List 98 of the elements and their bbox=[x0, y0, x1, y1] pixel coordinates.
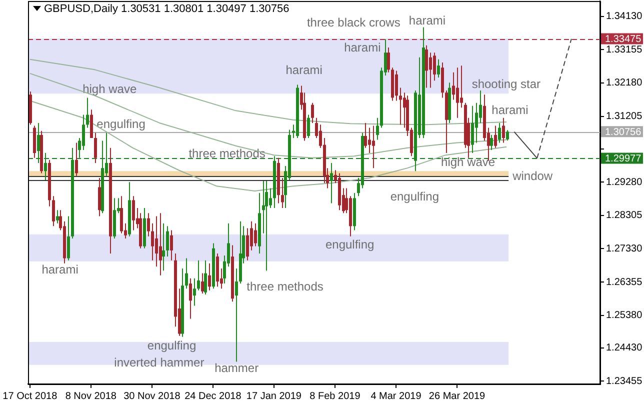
candlestick bbox=[197, 260, 200, 291]
candlestick bbox=[90, 109, 93, 139]
band-label: window bbox=[512, 169, 553, 184]
annotation: engulfing bbox=[96, 116, 146, 131]
y-tick-label: 1.23455 bbox=[606, 376, 643, 387]
annotation: high wave bbox=[82, 82, 137, 96]
x-tick-label: 8 Feb 2019 bbox=[310, 390, 361, 402]
candlestick bbox=[189, 278, 192, 320]
candlestick bbox=[52, 196, 55, 227]
candlestick bbox=[67, 216, 70, 261]
candlestick bbox=[246, 228, 249, 261]
candlestick bbox=[166, 226, 169, 258]
candlestick bbox=[254, 222, 257, 247]
y-tick-label: 1.25380 bbox=[606, 310, 643, 322]
candlestick bbox=[502, 117, 505, 144]
candlestick bbox=[162, 222, 165, 272]
candlestick bbox=[494, 125, 497, 148]
chart-title: GBPUSD,Daily 1.30531 1.30801 1.30497 1.30756 bbox=[44, 3, 290, 16]
candlestick bbox=[269, 188, 272, 209]
y-tick-label: 1.31205 bbox=[606, 111, 643, 122]
ref-line-label: 1.33475 bbox=[605, 34, 642, 46]
annotation: engulfing bbox=[325, 238, 374, 252]
candlestick bbox=[208, 262, 211, 291]
candlestick bbox=[498, 122, 501, 144]
y-tick-label: 1.32180 bbox=[606, 78, 643, 89]
candlestick bbox=[201, 272, 204, 294]
y-tick-label: 1.34130 bbox=[606, 11, 643, 22]
candlestick bbox=[456, 67, 459, 118]
candlestick bbox=[193, 278, 196, 306]
candlestick bbox=[437, 58, 440, 78]
candlestick bbox=[372, 125, 375, 169]
y-tick-label: 1.27330 bbox=[606, 243, 643, 254]
x-tick-label: 26 Mar 2019 bbox=[428, 390, 486, 402]
candlestick bbox=[460, 65, 463, 108]
candlestick bbox=[98, 177, 101, 217]
candlestick bbox=[170, 230, 173, 261]
ref-line-label: 1.29977 bbox=[605, 154, 642, 165]
annotation: shooting star bbox=[472, 76, 541, 91]
candlestick bbox=[433, 52, 436, 82]
y-tick-label: 1.29280 bbox=[606, 176, 643, 188]
candlestick bbox=[56, 210, 59, 224]
candlestick bbox=[151, 222, 154, 261]
candlestick bbox=[506, 130, 509, 141]
annotation: harami bbox=[42, 262, 78, 277]
annotation: engulfing bbox=[390, 189, 440, 204]
candlestick bbox=[307, 114, 310, 139]
candlestick bbox=[44, 152, 47, 181]
candlestick bbox=[147, 212, 150, 237]
x-tick-label: 17 Jan 2019 bbox=[246, 390, 302, 402]
annotation: harami bbox=[286, 63, 322, 78]
candlestick bbox=[475, 102, 478, 144]
y-tick-label: 1.26355 bbox=[606, 276, 643, 288]
candlestick bbox=[75, 142, 78, 176]
annotation: harami bbox=[344, 40, 381, 55]
x-tick-label: 4 Mar 2019 bbox=[370, 390, 422, 402]
x-tick-label: 24 Dec 2018 bbox=[184, 390, 242, 402]
candlestick bbox=[82, 114, 85, 150]
candlestick bbox=[490, 134, 493, 150]
candlestick bbox=[364, 122, 367, 148]
y-tick-label: 1.28305 bbox=[606, 210, 643, 222]
ref-line-label: 1.30756 bbox=[605, 126, 642, 138]
y-tick-label: 1.24430 bbox=[606, 342, 643, 354]
candlestick bbox=[265, 180, 268, 272]
annotation: harami bbox=[408, 14, 446, 28]
candlestick bbox=[155, 216, 158, 267]
annotation: engulfing bbox=[147, 338, 196, 352]
candlestick bbox=[37, 122, 40, 164]
annotation: harami bbox=[492, 103, 528, 118]
candlestick bbox=[281, 177, 284, 209]
annotation: three methods bbox=[188, 146, 266, 160]
candlestick bbox=[387, 46, 390, 73]
candlestick bbox=[94, 132, 97, 164]
candlestick bbox=[185, 258, 188, 290]
candlestick bbox=[204, 260, 207, 295]
annotation: three methods bbox=[246, 279, 324, 294]
candlestick bbox=[395, 70, 398, 102]
x-tick-label: 30 Nov 2018 bbox=[124, 390, 181, 402]
candlestick bbox=[368, 127, 371, 154]
annotation: inverted hammer bbox=[114, 355, 204, 370]
candlestick bbox=[132, 196, 135, 231]
candlestick bbox=[376, 117, 379, 140]
candlestick bbox=[399, 87, 402, 126]
x-tick-label: 17 Oct 2018 bbox=[2, 390, 58, 402]
candlestick bbox=[86, 97, 89, 128]
candlestick bbox=[159, 212, 162, 276]
candlestick bbox=[330, 162, 333, 204]
annotation: three black crows bbox=[306, 16, 400, 30]
y-tick-label: 1.33155 bbox=[606, 44, 643, 56]
candlestick bbox=[452, 72, 455, 100]
annotation: hammer bbox=[214, 361, 259, 376]
annotation: high wave bbox=[441, 155, 496, 170]
candlestick bbox=[425, 44, 428, 88]
x-tick-label: 8 Nov 2018 bbox=[65, 390, 117, 402]
candlestick bbox=[429, 52, 432, 88]
candlestick bbox=[471, 105, 474, 154]
candlestick bbox=[120, 196, 123, 234]
candlestick bbox=[235, 268, 238, 362]
candlestick bbox=[311, 102, 314, 124]
